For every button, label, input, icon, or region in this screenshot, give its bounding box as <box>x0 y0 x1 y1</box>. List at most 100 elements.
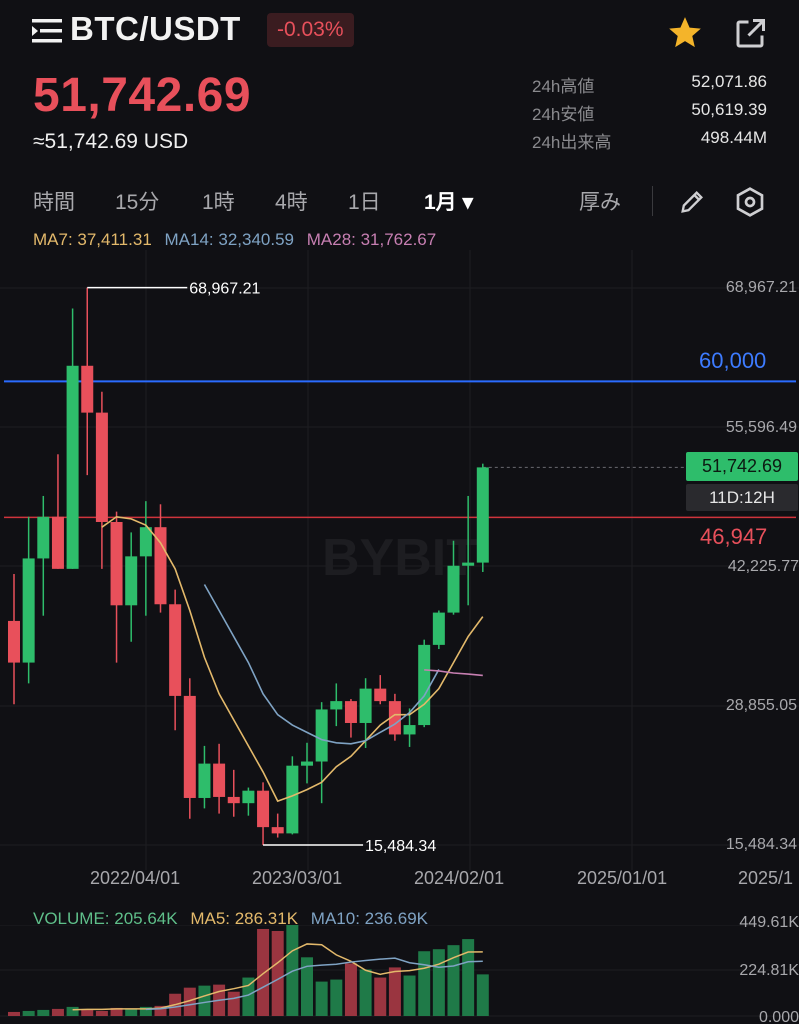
volume-bar-27 <box>403 975 416 1016</box>
tab-time[interactable]: 時間 <box>33 191 75 214</box>
volume-bar-25 <box>374 977 387 1016</box>
candle-body-5 <box>81 365 94 413</box>
volume-bar-6 <box>95 1010 108 1016</box>
volume-bar-2 <box>37 1009 50 1016</box>
volume-bar-4 <box>66 1006 79 1016</box>
tab-4h[interactable]: 4時 <box>275 191 308 214</box>
volume-bar-32 <box>476 974 489 1016</box>
candle-body-30 <box>447 565 460 613</box>
volume-bar-15 <box>227 991 240 1016</box>
candle-body-4 <box>66 365 79 569</box>
y-label-top: 68,967.21 <box>725 279 797 296</box>
ma28-value: MA28: 31,762.67 <box>306 230 437 249</box>
candle-body-32 <box>476 467 489 563</box>
candle-body-29 <box>432 612 445 645</box>
candle-body-21 <box>315 709 328 762</box>
candle-body-27 <box>403 725 416 735</box>
y-label-3: 42,225.77 <box>727 558 799 575</box>
candle-body-31 <box>462 562 475 566</box>
tab-1d[interactable]: 1日 <box>348 191 381 214</box>
star-icon[interactable] <box>666 14 704 52</box>
change-badge: -0.03% <box>267 13 354 47</box>
candle-body-15 <box>227 796 240 804</box>
ma7-value: MA7: 37,411.31 <box>33 230 152 249</box>
x-label-2: 2023/03/01 <box>252 868 343 888</box>
candle-body-11 <box>169 604 182 696</box>
x-label-1: 2022/04/01 <box>90 868 181 888</box>
vol-y-mid: 224.81K <box>739 962 799 979</box>
candle-body-6 <box>95 412 108 522</box>
volume-bar-9 <box>139 1006 152 1016</box>
share-icon[interactable] <box>732 16 768 52</box>
candle-body-17 <box>257 790 270 828</box>
volume-bar-8 <box>125 1008 138 1016</box>
red-line-label[interactable]: 46,947 <box>700 524 768 549</box>
x-label-5: 2025/1 <box>738 868 794 888</box>
volume-bar-23 <box>344 963 357 1016</box>
vol-y-top: 449.61K <box>739 914 799 931</box>
volume-bar-17 <box>257 928 270 1016</box>
toolbar-divider <box>652 186 653 216</box>
volume-ma5: MA5: 286.31K <box>190 909 299 928</box>
candle-body-7 <box>110 521 123 606</box>
ma-legend: MA7: 37,411.31 MA14: 32,340.59 MA28: 31,… <box>33 230 444 250</box>
volume-bar-26 <box>388 967 401 1016</box>
candle-body-9 <box>139 527 152 557</box>
tab-1mo[interactable]: 1月 ▾ <box>424 191 474 214</box>
usd-price: ≈51,742.69 USD <box>33 130 189 153</box>
pencil-icon[interactable] <box>678 188 706 216</box>
volume-chart <box>0 925 799 1017</box>
candle-body-23 <box>344 701 357 723</box>
x-label-3: 2024/02/01 <box>414 868 505 888</box>
candle-body-1 <box>22 558 35 663</box>
tab-depth[interactable]: 厚み <box>579 191 621 214</box>
volume-legend: VOLUME: 205.64K MA5: 286.31K MA10: 236.6… <box>33 909 436 929</box>
tab-1h[interactable]: 1時 <box>202 191 235 214</box>
volume-ma10-line <box>145 957 483 1011</box>
volume-bar-7 <box>110 1007 123 1016</box>
candle-body-28 <box>418 644 431 726</box>
volume-ma5-line <box>72 943 483 1011</box>
stat-high-label: 24h高値 <box>532 77 595 96</box>
volume-bar-5 <box>81 1009 94 1016</box>
volume-bar-0 <box>8 1011 20 1016</box>
volume-bar-29 <box>432 949 445 1016</box>
y-label-4: 28,855.05 <box>725 697 797 714</box>
countdown-tag: 11D:12H <box>686 484 798 511</box>
x-label-4: 2025/01/01 <box>577 868 668 888</box>
stat-low-label: 24h安値 <box>532 105 595 124</box>
pair-title[interactable]: BTC/USDT <box>70 10 241 47</box>
volume-bar-3 <box>51 1008 64 1016</box>
stat-low-value: 50,619.39 <box>691 100 767 119</box>
volume-bar-16 <box>242 977 255 1016</box>
settings-icon[interactable] <box>734 186 766 218</box>
stat-volume-label: 24h出来高 <box>532 133 612 152</box>
candle-body-19 <box>286 765 299 834</box>
low-marker-label: 15,484.34 <box>365 838 436 855</box>
candle-body-3 <box>51 516 64 569</box>
volume-bar-30 <box>447 945 460 1016</box>
volume-bar-12 <box>183 987 196 1016</box>
blue-line-label[interactable]: 60,000 <box>699 348 767 373</box>
volume-bar-1 <box>22 1010 35 1016</box>
volume-bar-21 <box>315 981 328 1016</box>
candle-body-22 <box>330 701 343 710</box>
stat-volume-value: 498.44M <box>700 128 767 147</box>
volume-bar-22 <box>330 979 343 1016</box>
candle-body-16 <box>242 790 255 804</box>
current-price-tag: 51,742.69 <box>686 452 798 481</box>
volume-bar-24 <box>359 969 372 1016</box>
volume-bar-13 <box>198 985 211 1016</box>
last-price: 51,742.69 <box>33 69 252 122</box>
volume-bar-10 <box>154 1005 167 1016</box>
candle-body-10 <box>154 527 167 605</box>
candle-body-14 <box>213 763 226 797</box>
candle-body-20 <box>301 761 313 766</box>
ma28-line <box>424 669 483 677</box>
y-label-2: 55,596.49 <box>725 419 797 436</box>
tab-15m[interactable]: 15分 <box>115 191 160 214</box>
candle-body-24 <box>359 688 372 723</box>
menu-icon[interactable] <box>32 18 62 44</box>
ma14-value: MA14: 32,340.59 <box>164 230 294 249</box>
